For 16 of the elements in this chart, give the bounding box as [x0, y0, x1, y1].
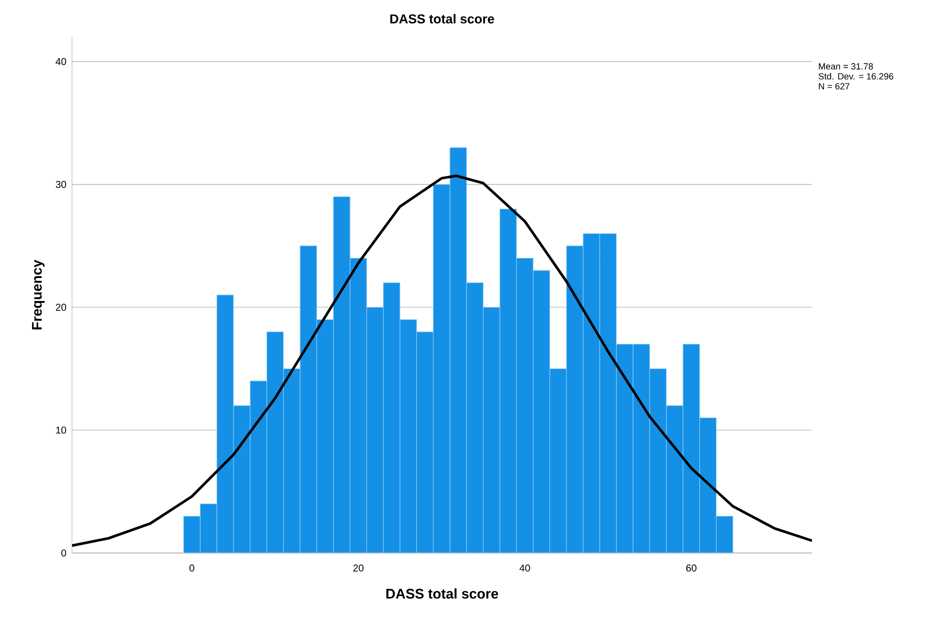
text: Mean = 31.78: [818, 63, 873, 70]
x-tick-label: 40: [520, 564, 530, 572]
text: N = 627: [818, 83, 850, 90]
x-tick-label: 60: [686, 564, 696, 572]
x-tick-label: 0: [189, 564, 194, 572]
x-axis-title: DASS total score: [386, 588, 498, 599]
line-series: [72, 174, 812, 547]
chart-title: DASS total score: [390, 14, 494, 24]
y-axis-title: Frequency: [32, 260, 45, 330]
y-tick-label: 20: [56, 304, 66, 311]
y-tick-label: 30: [56, 180, 66, 188]
y-tick-label: 0: [61, 549, 66, 557]
y-tick-label: 40: [56, 58, 66, 66]
x-tick-label: 20: [353, 564, 364, 572]
y-tick-label: 10: [56, 426, 66, 434]
text: Std. Dev. = 16.296: [818, 72, 894, 80]
